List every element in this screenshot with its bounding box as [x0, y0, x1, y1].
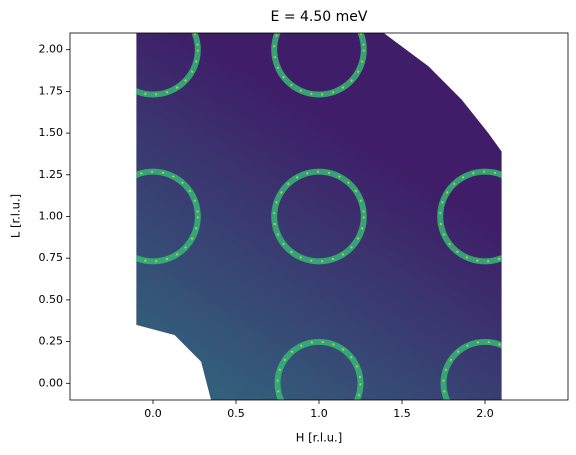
- x-axis-label: H [r.l.u.]: [296, 431, 342, 445]
- x-tick-label: 1.0: [310, 407, 328, 420]
- y-tick-label: 1.25: [39, 168, 64, 181]
- ring-highlight: [276, 340, 362, 400]
- y-tick-label: 0.75: [39, 251, 64, 264]
- x-tick-label: 0.5: [227, 407, 245, 420]
- ring-highlight: [273, 33, 365, 96]
- intensity-layer: [136, 33, 502, 400]
- y-tick-label: 1.75: [39, 84, 64, 97]
- y-tick-label: 0.25: [39, 335, 64, 348]
- ring-highlight: [273, 170, 365, 263]
- plot-area: [136, 33, 502, 400]
- y-tick-label: 2.00: [39, 43, 64, 56]
- y-tick-label: 0.00: [39, 376, 64, 389]
- x-tick-label: 0.0: [144, 407, 162, 420]
- chart-title: E = 4.50 meV: [271, 9, 368, 25]
- y-tick-label: 0.50: [39, 293, 64, 306]
- ring: [440, 338, 502, 400]
- y-tick-label: 1.00: [39, 210, 64, 223]
- ring-highlight: [136, 33, 199, 96]
- ring-highlight: [439, 170, 502, 263]
- y-axis-label: L [r.l.u.]: [9, 194, 23, 238]
- x-tick-label: 1.5: [393, 407, 411, 420]
- x-tick-label: 2.0: [476, 407, 494, 420]
- ring-highlight: [136, 170, 199, 263]
- y-tick-label: 1.50: [39, 126, 64, 139]
